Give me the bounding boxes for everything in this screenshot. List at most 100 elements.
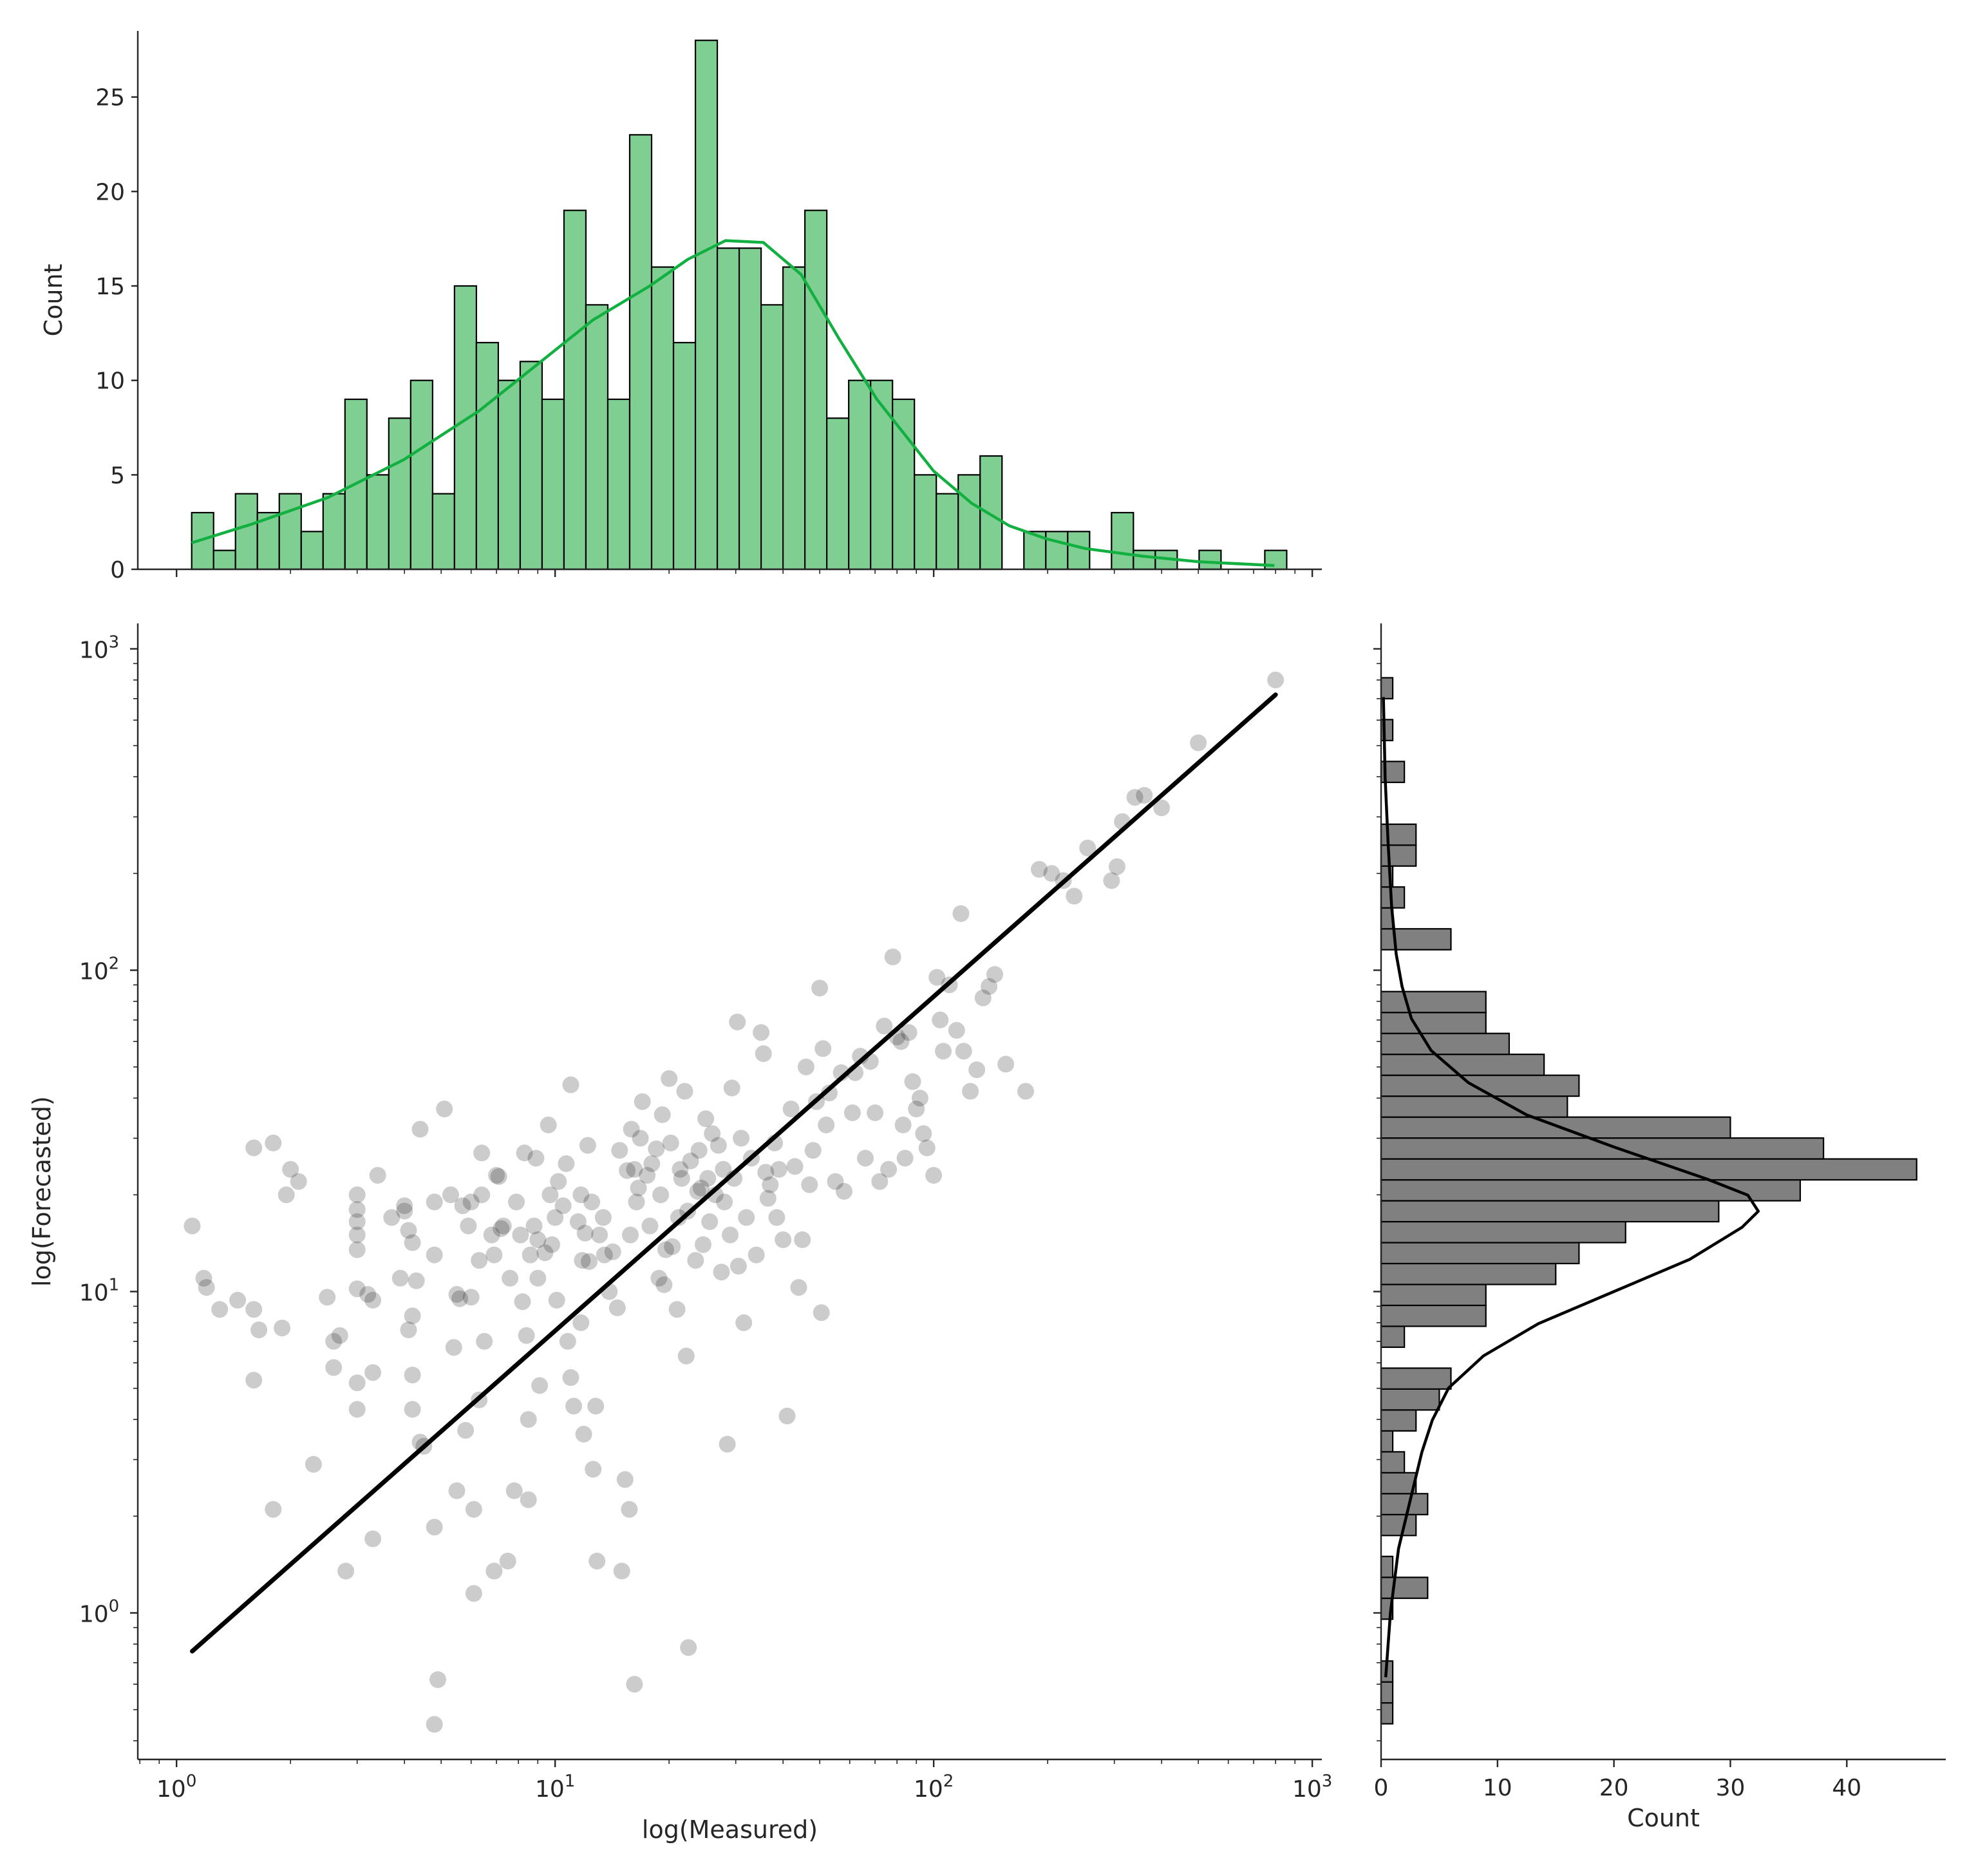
- scatter-point: [782, 1101, 800, 1117]
- scatter-point: [411, 1121, 429, 1138]
- right-hist-bar: [1380, 1325, 1406, 1349]
- scatter-point: [778, 1407, 796, 1425]
- right-hist-bar: [1380, 1493, 1429, 1515]
- scatter-point: [974, 989, 992, 1007]
- scatter-point: [518, 1327, 535, 1344]
- main-y-tick-label: 102: [79, 954, 119, 985]
- scatter-point: [448, 1285, 466, 1303]
- scatter-point: [436, 1101, 453, 1117]
- scatter-point: [1103, 872, 1120, 889]
- scatter-point: [701, 1213, 719, 1230]
- scatter-point: [634, 1093, 651, 1110]
- scatter-point: [245, 1301, 263, 1318]
- right-marginal-histogram: 0 10 20 30 40 Count: [1373, 623, 1946, 1832]
- scatter-point: [454, 1197, 471, 1215]
- scatter-point: [748, 1246, 765, 1264]
- scatter-point: [657, 1241, 674, 1258]
- scatter-point: [804, 1142, 822, 1159]
- right-hist-bar: [1380, 1555, 1394, 1578]
- top-y-tick-label: 20: [95, 179, 125, 205]
- main-scatter-plot: 100 101 102 103 100 101 102 103 log(Measured) log…: [28, 623, 1332, 1844]
- scatter-point: [364, 1364, 382, 1381]
- top-hist-bar: [453, 285, 477, 571]
- scatter-point: [867, 1104, 884, 1121]
- right-hist-bar: [1380, 1472, 1417, 1495]
- scatter-point: [896, 1150, 914, 1167]
- scatter-point: [508, 1193, 525, 1211]
- scatter-point: [540, 1116, 557, 1133]
- scatter-point: [579, 1137, 596, 1154]
- top-hist-bar: [957, 474, 981, 571]
- top-hist-bar: [1045, 531, 1069, 571]
- scatter-point: [426, 1193, 443, 1211]
- scatter-point: [364, 1291, 382, 1309]
- top-hist-bar: [738, 247, 762, 571]
- right-hist-bar: [1380, 1702, 1394, 1725]
- scatter-point: [520, 1491, 537, 1508]
- scatter-point: [364, 1530, 382, 1548]
- top-hist-bar: [300, 531, 324, 571]
- right-x-axis-title: Count: [1627, 1804, 1700, 1832]
- right-hist-bar: [1380, 1430, 1394, 1453]
- right-hist-bar: [1380, 990, 1487, 1014]
- right-hist-bar: [1380, 1409, 1417, 1432]
- scatter-point: [229, 1291, 247, 1309]
- scatter-point: [729, 1258, 747, 1274]
- top-hist-bar: [628, 134, 653, 571]
- main-x-tick-label: 103: [1292, 1772, 1332, 1803]
- scatter-point: [704, 1125, 721, 1142]
- scatter-point: [622, 1226, 639, 1244]
- scatter-point: [569, 1213, 587, 1230]
- scatter-point: [348, 1374, 366, 1392]
- scatter-point: [1079, 839, 1096, 857]
- scatter-point: [184, 1217, 201, 1235]
- scatter-point: [952, 905, 970, 922]
- scatter-point: [594, 1209, 612, 1226]
- main-y-tick-label: 101: [79, 1275, 119, 1306]
- scatter-point: [857, 1150, 874, 1167]
- scatter-point: [650, 1269, 668, 1287]
- scatter-point: [611, 1142, 628, 1159]
- scatter-point: [697, 1110, 715, 1128]
- right-x-tick-label: 20: [1599, 1775, 1629, 1801]
- scatter-point: [955, 1043, 972, 1060]
- right-x-tick-label: 10: [1483, 1775, 1512, 1801]
- scatter-point: [471, 1252, 488, 1269]
- scatter-point: [426, 1519, 443, 1536]
- scatter-point: [426, 1716, 443, 1733]
- scatter-point: [527, 1150, 545, 1167]
- right-hist-bar: [1380, 1179, 1802, 1202]
- scatter-point: [529, 1231, 547, 1248]
- top-y-tick-label: 0: [110, 557, 125, 583]
- scatter-point: [623, 1121, 640, 1138]
- scatter-point: [476, 1332, 493, 1350]
- scatter-point: [892, 1033, 910, 1050]
- scatter-point: [195, 1269, 212, 1287]
- top-hist-bar: [782, 266, 806, 571]
- scatter-point: [290, 1173, 307, 1190]
- top-hist-bar: [344, 398, 368, 571]
- scatter-point: [687, 1252, 704, 1269]
- scatter-point: [494, 1217, 512, 1235]
- top-y-tick-label: 10: [95, 368, 125, 395]
- scatter-point: [932, 1011, 949, 1028]
- scatter-point: [559, 1332, 576, 1350]
- scatter-point: [643, 1155, 661, 1172]
- top-hist-bar: [804, 209, 828, 571]
- scatter-point: [473, 1186, 491, 1204]
- scatter-point: [775, 1231, 792, 1248]
- top-hist-bar: [234, 493, 258, 571]
- scatter-point: [604, 1243, 621, 1260]
- scatter-point: [525, 1217, 543, 1235]
- right-hist-bar: [1380, 1681, 1394, 1704]
- scatter-point: [689, 1182, 706, 1200]
- scatter-point: [626, 1161, 643, 1178]
- top-hist-bar: [1111, 511, 1134, 571]
- scatter-point: [250, 1322, 268, 1338]
- scatter-point: [900, 1024, 918, 1041]
- scatter-point: [680, 1639, 697, 1656]
- top-hist-bar: [563, 209, 587, 571]
- scatter-point: [876, 1018, 893, 1035]
- scatter-point: [908, 1101, 925, 1117]
- scatter-point: [811, 980, 829, 997]
